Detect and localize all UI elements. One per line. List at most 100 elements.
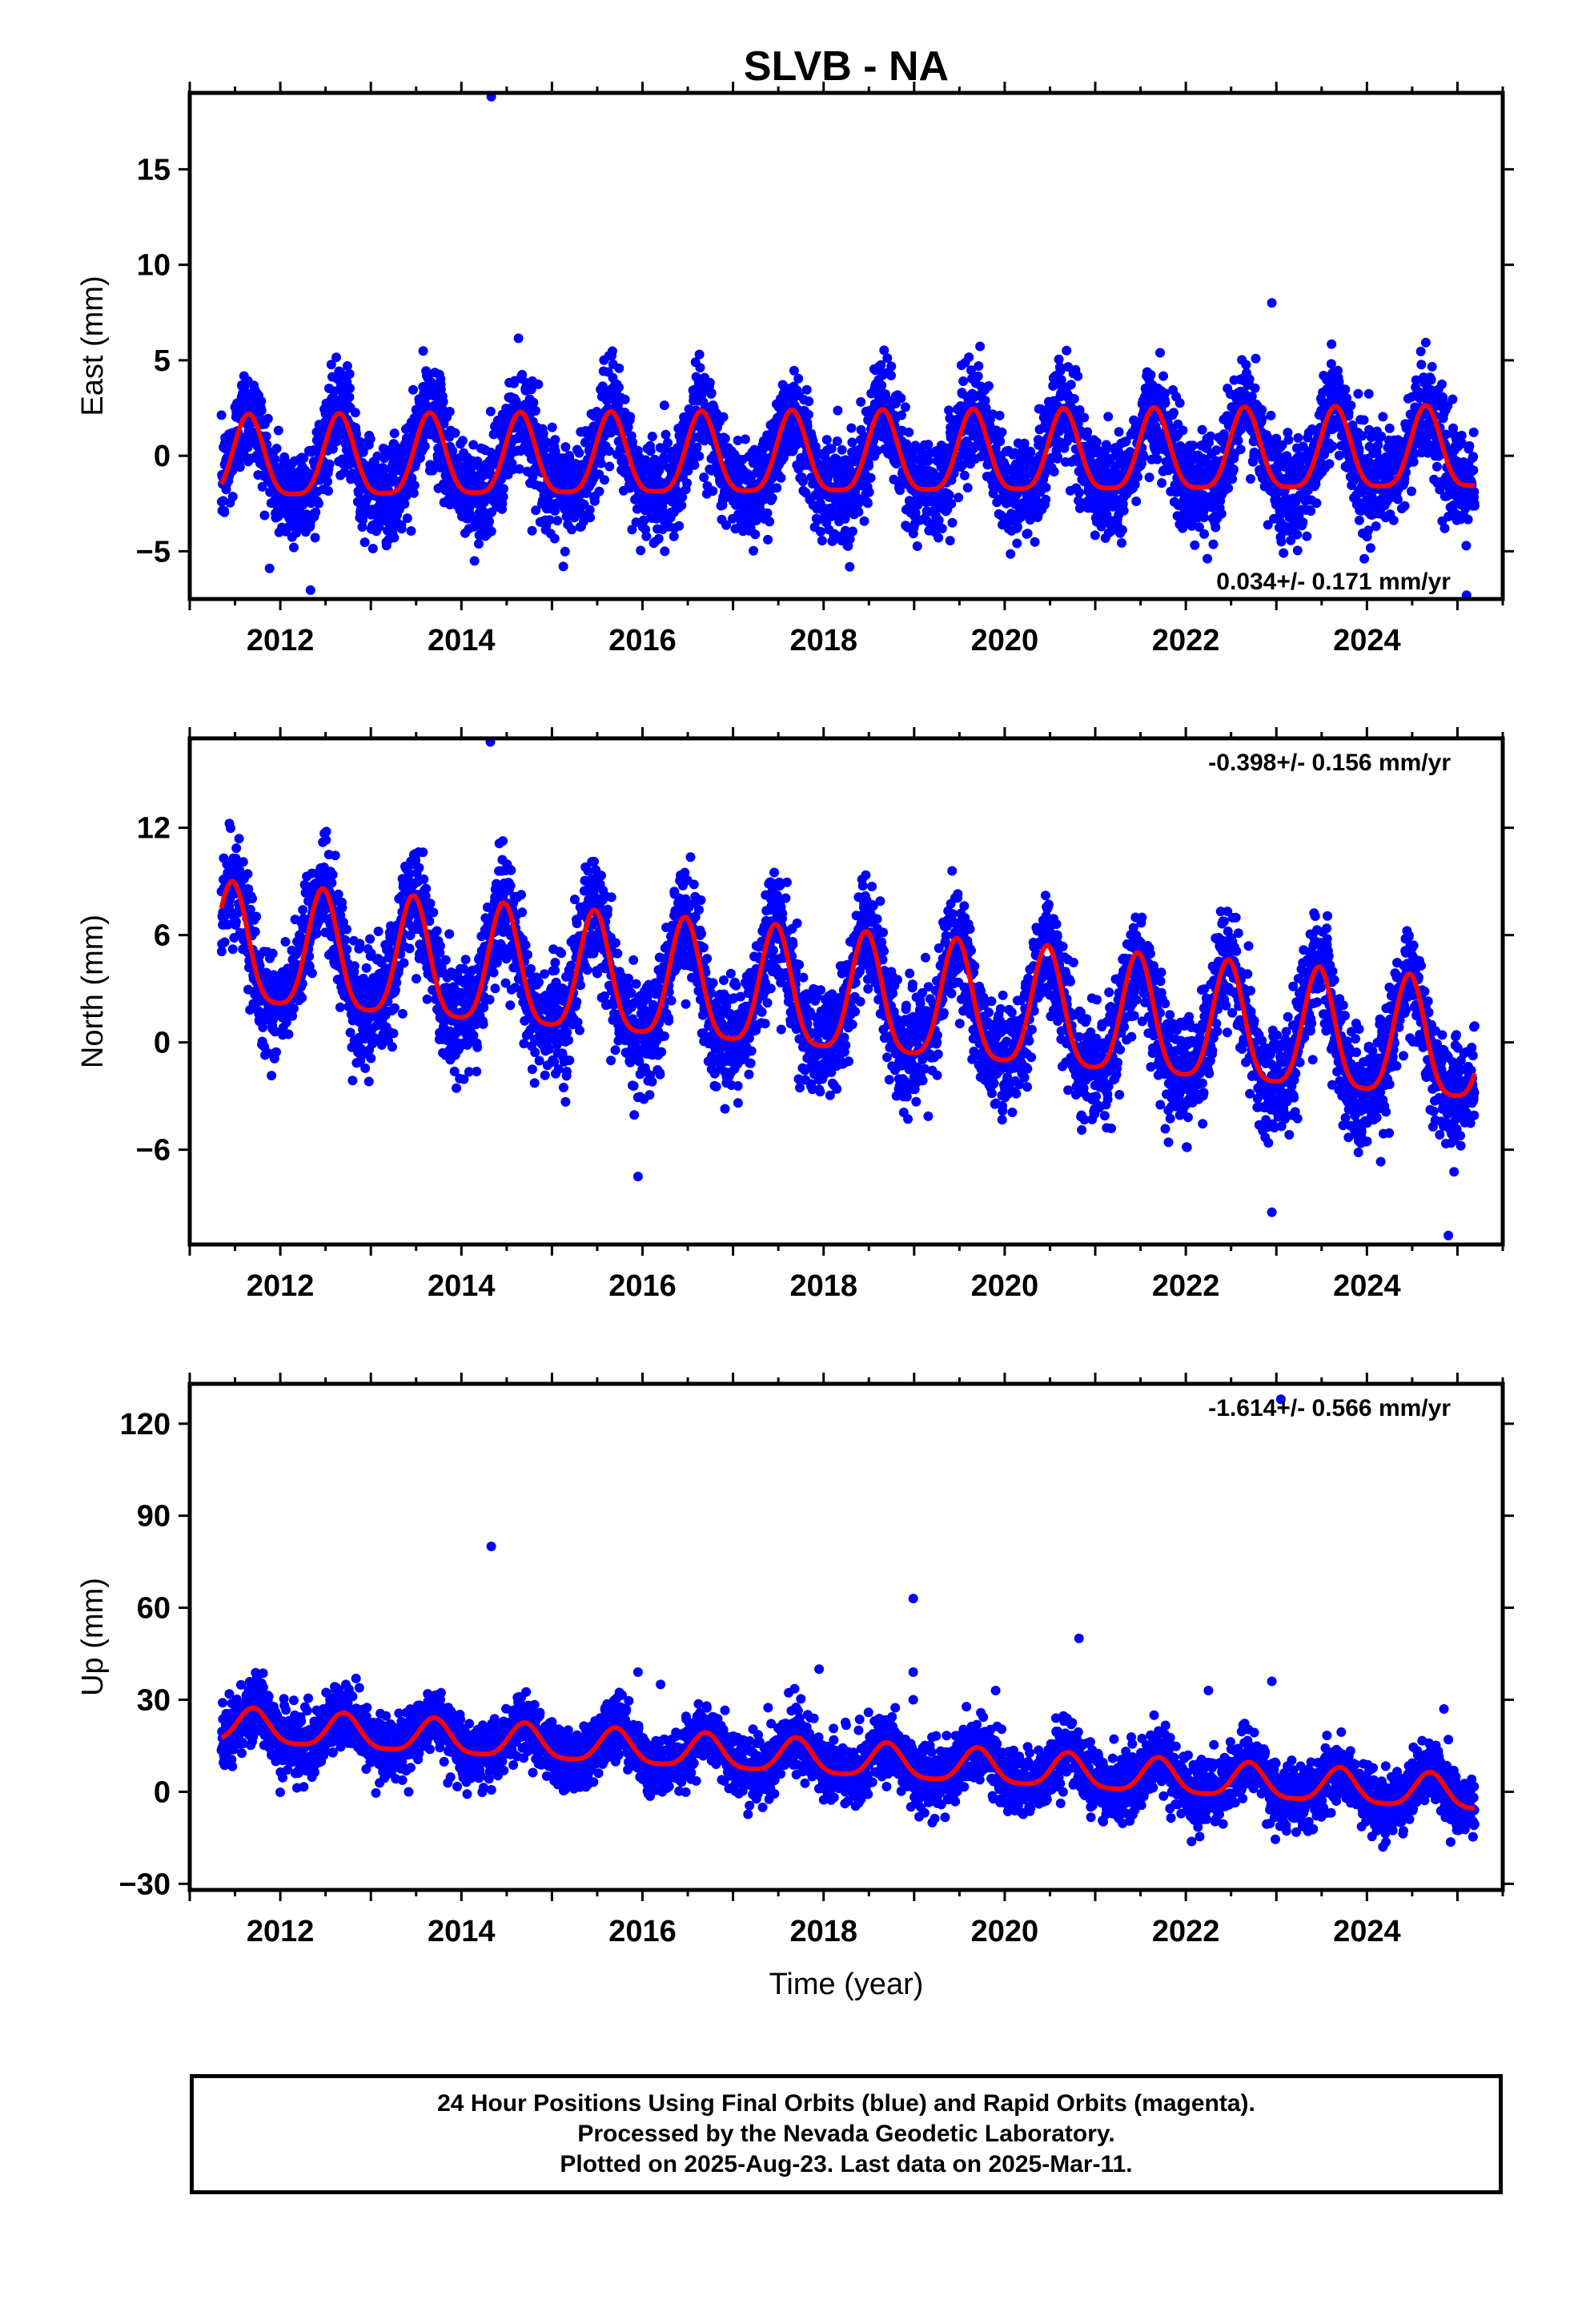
east-data-point bbox=[962, 483, 973, 493]
east-data-point bbox=[1266, 410, 1276, 420]
east-data-point bbox=[344, 369, 355, 379]
east-data-point bbox=[344, 392, 355, 402]
east-data-point bbox=[257, 481, 267, 492]
east-data-point bbox=[904, 427, 914, 437]
east-data-point bbox=[331, 352, 341, 363]
east-data-point bbox=[1199, 513, 1209, 523]
east-data-point bbox=[488, 429, 499, 440]
east-data-point bbox=[821, 435, 832, 445]
east-data-point bbox=[995, 436, 1006, 447]
east-data-point bbox=[864, 487, 874, 497]
east-data-point bbox=[837, 444, 847, 455]
east-data-point bbox=[762, 508, 773, 518]
east-data-point bbox=[594, 486, 604, 497]
east-data-point bbox=[720, 433, 730, 444]
east-data-point bbox=[827, 505, 837, 515]
east-data-point bbox=[374, 522, 384, 532]
east-data-point bbox=[326, 360, 336, 370]
east-points bbox=[216, 93, 1480, 599]
east-data-point bbox=[358, 515, 368, 525]
east-data-point bbox=[1276, 537, 1287, 547]
east-data-point bbox=[227, 492, 238, 502]
east-data-point bbox=[997, 427, 1007, 437]
east-data-point bbox=[614, 382, 624, 392]
east-data-point bbox=[486, 526, 496, 537]
east-data-point bbox=[530, 405, 540, 416]
east-data-point bbox=[402, 513, 412, 524]
east-data-point bbox=[1146, 370, 1156, 380]
east-data-point bbox=[645, 446, 656, 456]
east-data-point bbox=[945, 536, 955, 546]
east-data-point bbox=[810, 441, 821, 452]
east-data-point bbox=[1026, 448, 1036, 458]
east-data-point bbox=[1012, 538, 1022, 549]
east-data-point bbox=[1178, 425, 1188, 436]
east-data-point bbox=[1211, 522, 1221, 533]
east-data-point bbox=[528, 397, 539, 408]
east-data-point bbox=[804, 396, 814, 407]
east-data-point bbox=[544, 496, 553, 506]
east-data-point bbox=[261, 431, 271, 441]
east-data-point bbox=[886, 370, 896, 380]
east-data-point bbox=[264, 563, 275, 573]
east-data-point bbox=[636, 545, 646, 556]
east-data-point bbox=[279, 454, 290, 464]
east-data-point bbox=[627, 525, 637, 535]
east-data-point bbox=[517, 369, 528, 380]
east-data-point bbox=[271, 444, 282, 453]
east-data-point bbox=[1399, 501, 1410, 511]
east-data-point bbox=[1228, 464, 1239, 475]
east-data-point bbox=[1006, 549, 1016, 559]
east-data-point bbox=[663, 438, 673, 448]
east-data-point bbox=[561, 512, 572, 522]
east-data-point bbox=[216, 410, 227, 420]
east-data-point bbox=[526, 384, 536, 395]
east-data-point bbox=[721, 520, 732, 530]
east-data-point bbox=[677, 501, 687, 511]
east-data-point bbox=[1416, 360, 1427, 370]
east-data-point bbox=[1117, 538, 1126, 548]
east-data-point bbox=[448, 445, 458, 456]
east-data-point bbox=[718, 412, 729, 422]
east-data-point bbox=[923, 456, 934, 466]
east-data-point bbox=[219, 507, 230, 517]
east-data-point bbox=[289, 542, 299, 553]
east-data-point bbox=[845, 561, 855, 572]
east-data-point bbox=[474, 539, 484, 549]
east-data-point bbox=[937, 524, 947, 533]
east-data-point bbox=[798, 476, 808, 487]
east-data-point bbox=[974, 361, 984, 372]
east-data-point bbox=[560, 442, 571, 452]
east-data-point bbox=[708, 486, 718, 497]
east-data-point bbox=[1392, 494, 1403, 505]
east-data-point bbox=[1283, 435, 1294, 445]
east-data-point bbox=[438, 396, 448, 407]
east-data-point bbox=[498, 492, 508, 502]
east-data-point bbox=[694, 349, 705, 360]
east-data-point bbox=[256, 405, 267, 416]
east-data-point bbox=[389, 533, 400, 543]
east-data-point bbox=[1079, 412, 1090, 423]
east-data-point bbox=[1131, 497, 1142, 506]
east-data-point bbox=[647, 432, 657, 441]
east-data-point bbox=[499, 484, 508, 494]
east-data-point bbox=[604, 446, 614, 456]
east-data-point bbox=[1216, 509, 1227, 519]
east-data-point bbox=[859, 516, 869, 526]
east-data-point bbox=[547, 422, 557, 432]
east-data-point bbox=[311, 507, 321, 517]
east-data-point bbox=[682, 478, 693, 489]
east-data-point bbox=[408, 488, 419, 498]
east-data-point bbox=[350, 408, 360, 418]
east-data-point bbox=[1388, 515, 1399, 525]
east-data-point bbox=[513, 333, 524, 344]
east-data-point bbox=[1117, 525, 1127, 535]
east-data-point bbox=[367, 544, 378, 553]
east-data-point bbox=[692, 442, 702, 452]
east-data-point bbox=[912, 541, 922, 551]
east-data-point bbox=[661, 429, 671, 440]
east-data-point bbox=[882, 353, 893, 364]
east-data-point bbox=[1233, 436, 1243, 446]
east-data-point bbox=[659, 400, 669, 411]
east-data-point bbox=[1091, 437, 1102, 448]
